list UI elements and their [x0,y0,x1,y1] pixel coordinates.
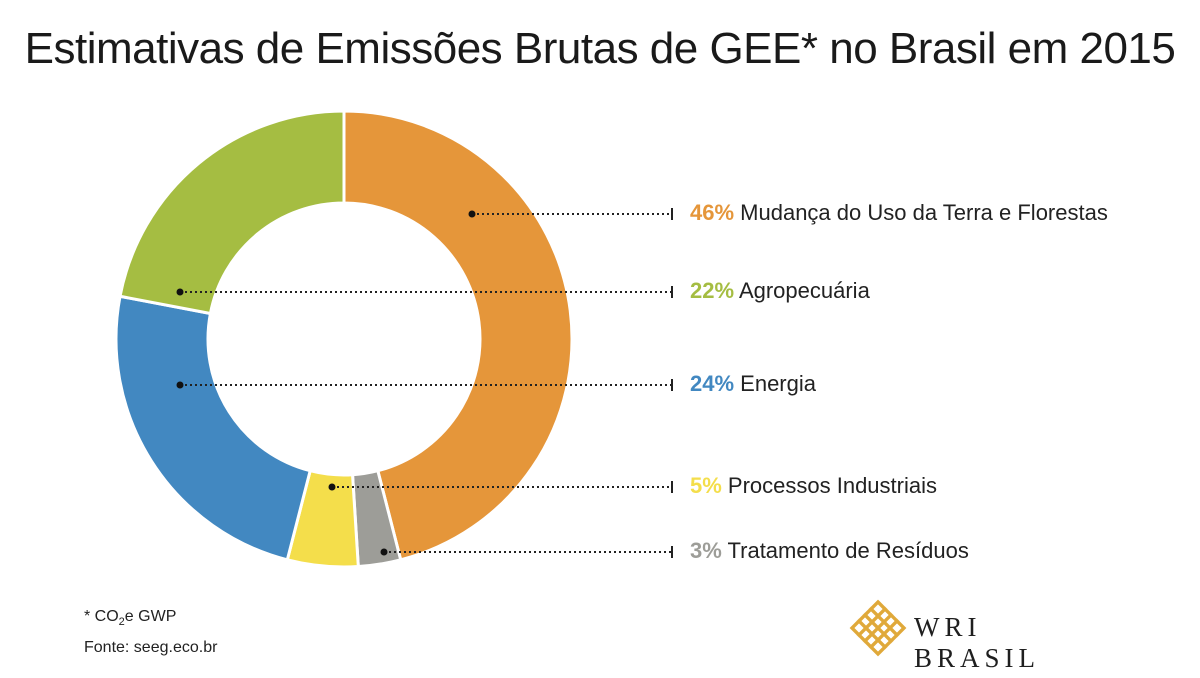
legend-percent: 3% [690,538,722,563]
legend-label: Tratamento de Resíduos [721,538,969,563]
legend-item-1: 3% Tratamento de Resíduos [690,538,969,564]
legend-percent: 46% [690,200,735,225]
leader-dot-2 [328,483,336,491]
chart-title: Estimativas de Emissões Brutas de GEE* n… [24,24,1176,73]
legend-item-4: 22% Agropecuária [690,278,870,304]
legend-item-0: 46% Mudança do Uso da Terra e Florestas [690,200,1108,226]
legend-item-2: 5% Processos Industriais [690,473,937,499]
legend-label: Mudança do Uso da Terra e Florestas [734,200,1108,225]
legend-percent: 22% [690,278,735,303]
logo-text: WRI BRASIL [914,612,1041,673]
footnote: * CO2e GWP Fonte: seeg.eco.br [84,604,217,661]
leader-dot-3 [176,381,184,389]
leader-dot-1 [380,548,388,556]
leader-dot-4 [176,288,184,296]
footnote-source: Fonte: seeg.eco.br [84,639,218,657]
donut-slice-3 [114,294,313,562]
legend-label: Processos Industriais [721,473,937,498]
legend-label: Energia [734,371,816,396]
legend-percent: 24% [690,371,735,396]
donut-slice-0 [342,109,574,562]
donut-slice-4 [118,109,346,316]
leader-dot-0 [468,210,476,218]
wri-brasil-logo: WRI BRASIL [848,598,1118,673]
legend-item-3: 24% Energia [690,371,816,397]
footnote-units: * CO2e GWP [84,608,177,629]
legend-label: Agropecuária [734,278,870,303]
woven-diamond-logo-icon [849,599,907,657]
legend-percent: 5% [690,473,722,498]
